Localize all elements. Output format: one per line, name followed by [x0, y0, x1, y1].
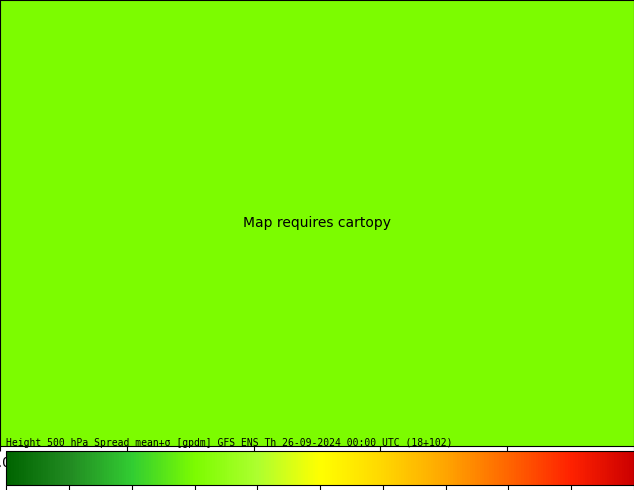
Text: Map requires cartopy: Map requires cartopy [243, 216, 391, 230]
Text: Height 500 hPa Spread mean+σ [gpdm] GFS ENS Th 26-09-2024 00:00 UTC (18+102): Height 500 hPa Spread mean+σ [gpdm] GFS … [6, 439, 453, 448]
